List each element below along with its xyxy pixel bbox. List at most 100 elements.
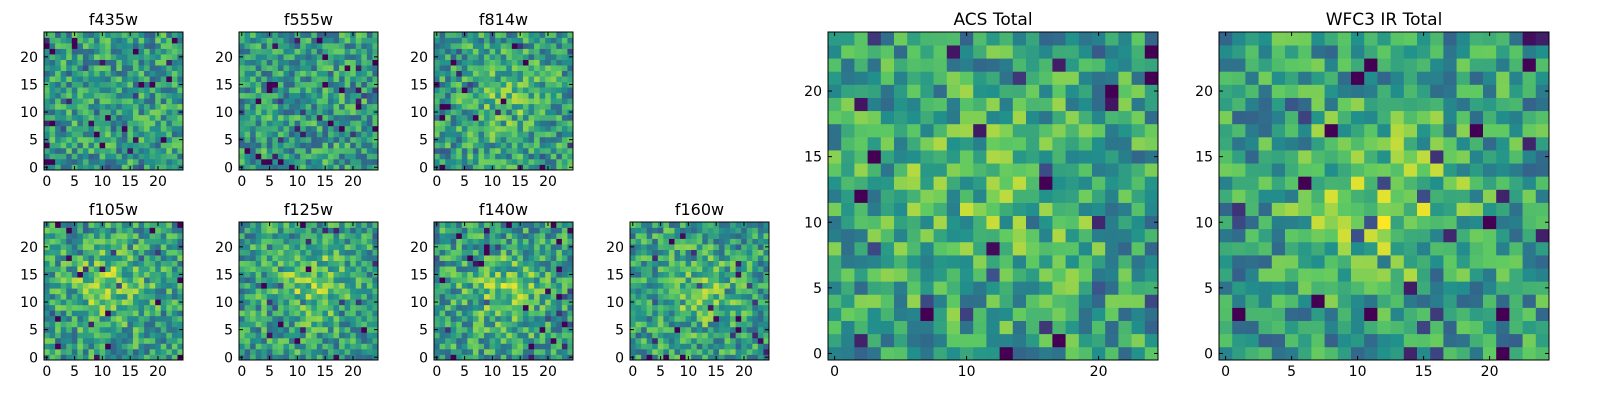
heatmap-cell <box>439 59 446 66</box>
heatmap-cell <box>539 238 546 245</box>
heatmap-cell <box>746 282 753 289</box>
heatmap-cell <box>82 326 89 333</box>
heatmap-cell <box>305 222 312 228</box>
heatmap-cell <box>77 299 84 306</box>
heatmap-cell <box>920 189 934 203</box>
heatmap-cell <box>434 65 440 71</box>
heatmap-cell <box>333 310 340 317</box>
heatmap-cell <box>456 54 463 60</box>
heatmap-cell <box>266 158 273 165</box>
heatmap-cell <box>105 348 112 355</box>
heatmap-cell <box>322 255 329 261</box>
heatmap-cell <box>630 233 636 239</box>
heatmap-cell <box>149 293 156 300</box>
heatmap-cell <box>445 293 452 300</box>
heatmap-cell <box>55 158 62 165</box>
heatmap-cell <box>355 81 362 88</box>
heatmap-cell <box>522 348 529 355</box>
heatmap-cell <box>333 255 340 261</box>
heatmap-cell <box>534 337 540 344</box>
heatmap-cell <box>255 271 262 278</box>
heatmap-cell <box>495 271 502 278</box>
heatmap-cell <box>450 304 457 311</box>
heatmap-cell <box>500 125 507 132</box>
heatmap-cell <box>696 271 703 278</box>
heatmap-cell <box>702 315 709 322</box>
heatmap-cell <box>49 120 56 127</box>
heatmap-cell <box>55 37 62 44</box>
heatmap-cell <box>511 70 518 77</box>
heatmap-cell <box>344 288 351 295</box>
heatmap-cell <box>327 249 334 256</box>
heatmap-cell <box>261 114 268 121</box>
heatmap-cell <box>344 43 351 49</box>
heatmap-cell <box>166 266 173 273</box>
heatmap-cell <box>539 304 546 311</box>
heatmap-cell <box>534 266 540 273</box>
heatmap-cell <box>66 348 73 355</box>
heatmap-cell <box>339 348 345 355</box>
heatmap-cell <box>1144 215 1159 230</box>
heatmap-cell <box>1144 255 1159 269</box>
heatmap-cell <box>752 266 759 273</box>
heatmap-cell <box>685 304 692 311</box>
heatmap-cell <box>333 120 340 127</box>
heatmap-cell <box>545 249 552 256</box>
heatmap-cell <box>66 43 73 49</box>
heatmap-cell <box>350 109 357 116</box>
heatmap-cell <box>534 43 540 49</box>
heatmap-cell <box>757 326 764 333</box>
heatmap-cell <box>144 249 150 256</box>
y-tick-label: 0 <box>419 160 428 176</box>
heatmap-cell <box>461 343 468 350</box>
heatmap-cell <box>49 142 56 149</box>
heatmap-cell <box>166 227 173 234</box>
heatmap-cell <box>261 227 268 234</box>
heatmap-cell <box>478 244 485 250</box>
heatmap-cell <box>752 354 759 361</box>
heatmap-cell <box>1092 268 1106 282</box>
heatmap-cell <box>105 304 112 311</box>
heatmap-cell <box>1131 176 1146 190</box>
heatmap-cell <box>646 288 653 295</box>
heatmap-cell <box>534 48 540 55</box>
heatmap-cell <box>261 153 268 160</box>
heatmap-cell <box>105 255 112 261</box>
heatmap-cell <box>144 326 150 333</box>
heatmap-cell <box>116 304 123 311</box>
heatmap-cell <box>741 288 748 295</box>
heatmap-cell <box>657 227 664 234</box>
heatmap-cell <box>71 249 78 256</box>
heatmap-cell <box>663 343 670 350</box>
heatmap-cell <box>517 244 524 250</box>
heatmap-cell <box>372 142 379 149</box>
heatmap-cell <box>99 271 106 278</box>
heatmap-cell <box>522 222 529 228</box>
heatmap-cell <box>478 76 485 83</box>
heatmap-cell <box>155 326 162 333</box>
heatmap-cell <box>920 281 934 295</box>
heatmap-cell <box>511 48 518 55</box>
heatmap-cell <box>311 277 318 284</box>
heatmap-cell <box>344 147 351 154</box>
heatmap-cell <box>495 321 502 328</box>
heatmap-cell <box>752 277 759 284</box>
heatmap-cell <box>311 348 318 355</box>
heatmap-cell <box>484 120 490 127</box>
heatmap-cell <box>752 310 759 317</box>
heatmap-cell <box>539 321 546 328</box>
heatmap-cell <box>294 249 301 256</box>
heatmap-cell <box>489 54 496 60</box>
heatmap-cell <box>327 332 334 339</box>
heatmap-cell <box>461 131 468 138</box>
heatmap-cell <box>489 266 496 273</box>
heatmap-cell <box>439 326 446 333</box>
heatmap-cell <box>718 337 725 344</box>
heatmap-cell <box>305 348 312 355</box>
heatmap-cell <box>272 310 279 317</box>
heatmap-cell <box>166 158 173 165</box>
heatmap-cell <box>327 98 334 105</box>
heatmap-cell <box>724 304 731 311</box>
heatmap-cell <box>77 59 84 66</box>
heatmap-cell <box>511 271 518 278</box>
